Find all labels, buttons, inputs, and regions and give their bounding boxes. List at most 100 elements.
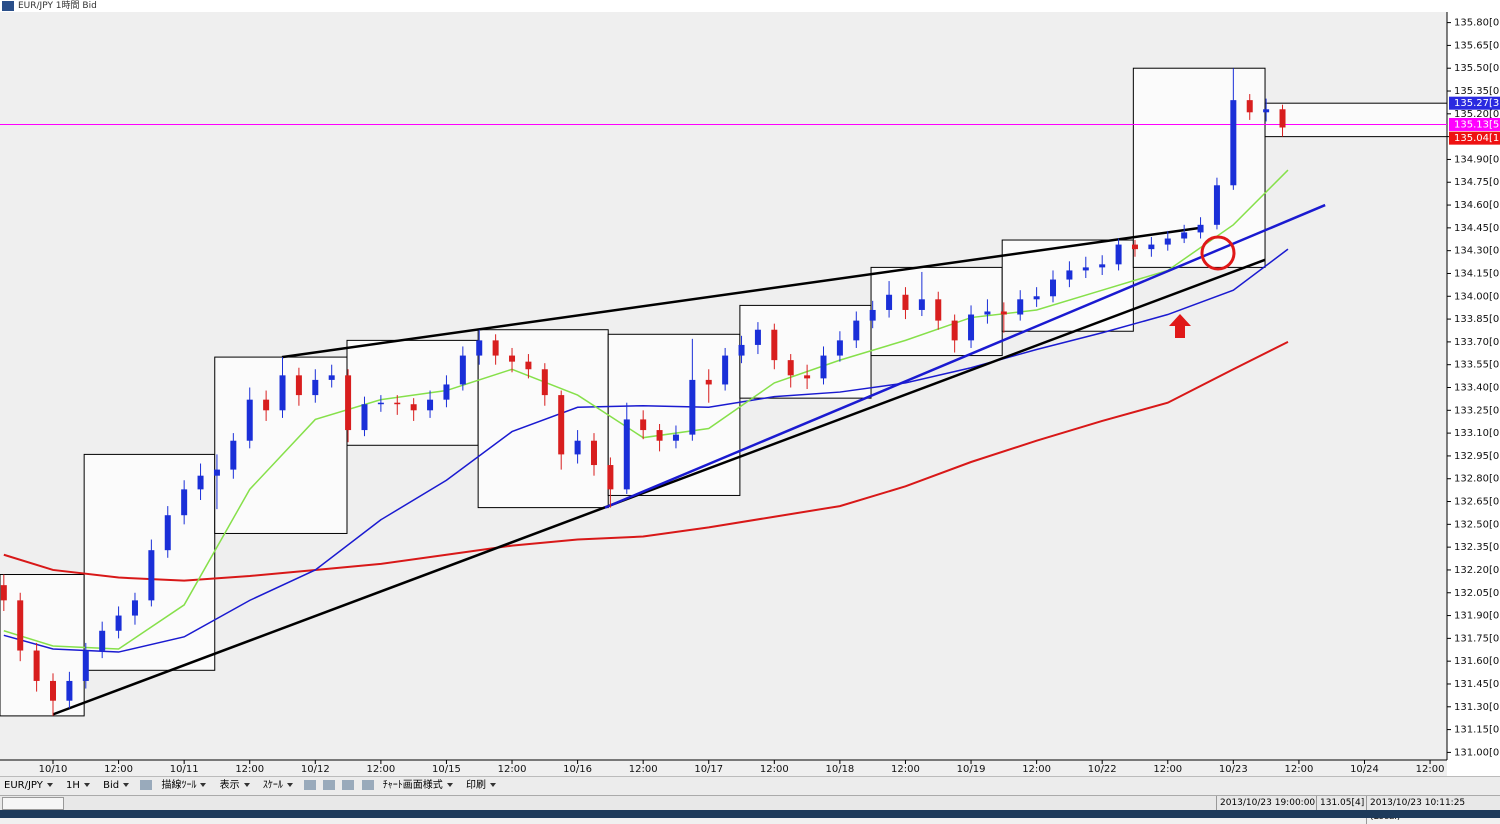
y-tick-label: 131.00[0] bbox=[1454, 747, 1500, 758]
candle-body bbox=[820, 355, 827, 379]
candle-body bbox=[1230, 100, 1237, 186]
day-range-box bbox=[1264, 102, 1447, 138]
candle-body bbox=[361, 404, 368, 431]
zoom-icon[interactable] bbox=[361, 780, 374, 790]
x-tick-label: 10/19 bbox=[957, 764, 986, 775]
day-range-box bbox=[1001, 239, 1134, 332]
scroll-buttons[interactable] bbox=[2, 797, 64, 810]
candle-body bbox=[1066, 270, 1073, 280]
highlight-circle bbox=[1200, 235, 1236, 271]
chart-style-menu[interactable]: ﾁｬｰﾄ画面様式 bbox=[383, 777, 453, 795]
y-tick-label: 134.15[0] bbox=[1454, 268, 1500, 279]
candle-body bbox=[738, 344, 745, 356]
candle-body bbox=[1050, 279, 1057, 297]
app-icon bbox=[2, 1, 14, 11]
toolbar: EUR/JPY 1H Bid 描線ﾂｰﾙ 表示 ｽｹｰﾙ ﾁｬｰﾄ画面様式 印刷 bbox=[0, 776, 1500, 795]
candle-body bbox=[197, 475, 204, 490]
candle-body bbox=[951, 320, 958, 341]
candle-body bbox=[345, 375, 352, 431]
candle-body bbox=[590, 440, 597, 466]
trend-line bbox=[604, 203, 1326, 509]
timeframe-menu[interactable]: 1H bbox=[66, 777, 90, 795]
candle-body bbox=[443, 384, 450, 400]
moving-average bbox=[3, 340, 1289, 582]
x-tick-label: 10/23 bbox=[1219, 764, 1248, 775]
candle-body bbox=[541, 369, 548, 396]
candle-body bbox=[263, 399, 270, 411]
y-tick-label: 132.65[0] bbox=[1454, 497, 1500, 508]
y-tick-label: 135.65[0] bbox=[1454, 40, 1500, 51]
candle-body bbox=[33, 650, 40, 681]
zoom-icon[interactable] bbox=[342, 780, 355, 790]
drawing-tool-menu[interactable]: 描線ﾂｰﾙ bbox=[161, 777, 206, 795]
candle-body bbox=[918, 299, 925, 310]
candle-body bbox=[787, 360, 794, 376]
candle-body bbox=[869, 309, 876, 321]
y-tick-label: 132.80[0] bbox=[1454, 474, 1500, 485]
x-tick-label: 10/10 bbox=[39, 764, 68, 775]
y-tick-label: 133.25[0] bbox=[1454, 405, 1500, 416]
candle-body bbox=[1131, 244, 1138, 250]
x-tick-label: 10/22 bbox=[1088, 764, 1117, 775]
y-tick-label: 135.80[0] bbox=[1454, 18, 1500, 29]
y-tick-label: 134.90[0] bbox=[1454, 154, 1500, 165]
candle-body bbox=[99, 630, 106, 651]
candle-body bbox=[1213, 185, 1220, 225]
x-tick-label: 10/24 bbox=[1350, 764, 1379, 775]
y-tick-label: 131.60[0] bbox=[1454, 656, 1500, 667]
y-tick-label: 135.20[0] bbox=[1454, 109, 1500, 120]
y-tick-label: 132.20[0] bbox=[1454, 565, 1500, 576]
scale-menu[interactable]: ｽｹｰﾙ bbox=[263, 777, 293, 795]
candle-body bbox=[1033, 296, 1040, 300]
print-menu[interactable]: 印刷 bbox=[466, 777, 496, 795]
moving-average bbox=[3, 248, 1289, 653]
y-tick-label: 132.35[0] bbox=[1454, 542, 1500, 553]
candle-body bbox=[181, 489, 188, 516]
color-icon[interactable] bbox=[140, 780, 153, 790]
candle-body bbox=[656, 430, 663, 441]
candle-body bbox=[689, 379, 696, 435]
y-tick-label: 134.30[0] bbox=[1454, 246, 1500, 257]
price-label-box bbox=[1449, 96, 1500, 110]
candle-body bbox=[213, 469, 220, 476]
candle-body bbox=[1164, 238, 1171, 245]
candle-body bbox=[836, 340, 843, 356]
price-label: 135.04[1 bbox=[1454, 133, 1499, 144]
symbol-menu[interactable]: EUR/JPY bbox=[4, 777, 53, 795]
candle-body bbox=[476, 340, 483, 356]
candle-body bbox=[328, 375, 335, 380]
candle-body bbox=[509, 355, 516, 362]
day-range-box bbox=[739, 304, 872, 399]
status-price: 131.05[4] bbox=[1316, 796, 1367, 810]
price-type-menu[interactable]: Bid bbox=[103, 777, 129, 795]
view-menu[interactable]: 表示 bbox=[220, 777, 250, 795]
x-tick-label: 12:00 bbox=[1153, 764, 1182, 775]
candle-body bbox=[1279, 109, 1286, 128]
x-tick-label: 10/12 bbox=[301, 764, 330, 775]
candle-body bbox=[1263, 109, 1270, 113]
x-tick-label: 10/16 bbox=[563, 764, 592, 775]
zoom-icon[interactable] bbox=[323, 780, 336, 790]
candle-body bbox=[0, 585, 7, 601]
candle-body bbox=[804, 375, 811, 379]
y-tick-label: 134.45[0] bbox=[1454, 223, 1500, 234]
x-tick-label: 10/18 bbox=[825, 764, 854, 775]
chart: 131.00[0] 131.15[0] 131.30[0] 131.45[0] 131.… bbox=[0, 12, 1500, 776]
y-tick-label: 131.75[0] bbox=[1454, 633, 1500, 644]
candle-body bbox=[722, 355, 729, 385]
candle-body bbox=[968, 314, 975, 341]
y-tick-label: 132.05[0] bbox=[1454, 588, 1500, 599]
x-tick-label: 12:00 bbox=[629, 764, 658, 775]
candle-body bbox=[1148, 244, 1155, 250]
candle-body bbox=[623, 419, 630, 490]
x-tick-label: 12:00 bbox=[1284, 764, 1313, 775]
candle-body bbox=[279, 375, 286, 411]
candle-body bbox=[394, 402, 401, 405]
candle-body bbox=[558, 395, 565, 455]
candle-body bbox=[427, 399, 434, 411]
zoom-icon[interactable] bbox=[304, 780, 317, 790]
up-arrow bbox=[1169, 314, 1191, 338]
price-label-box bbox=[1449, 131, 1500, 145]
trend-line bbox=[52, 258, 1266, 716]
